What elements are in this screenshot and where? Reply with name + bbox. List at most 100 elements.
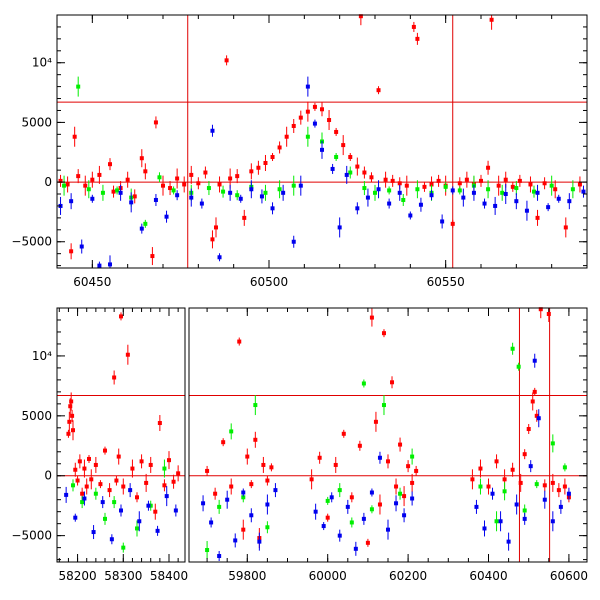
data-point <box>182 182 187 187</box>
data-point <box>221 440 226 445</box>
data-point <box>291 123 296 128</box>
data-point <box>263 190 268 195</box>
data-point <box>229 484 234 489</box>
data-point <box>171 188 176 193</box>
data-point <box>80 491 85 496</box>
data-point <box>157 421 162 426</box>
data-point <box>532 189 536 194</box>
data-point <box>320 147 324 152</box>
data-point <box>457 181 462 186</box>
data-point <box>291 183 296 188</box>
x-tick-label: 60000 <box>309 569 347 583</box>
data-point <box>245 454 250 459</box>
data-point <box>553 187 558 192</box>
data-point <box>73 515 78 520</box>
data-point <box>550 519 555 524</box>
data-point <box>562 484 567 489</box>
data-point <box>253 437 258 442</box>
data-point <box>348 170 353 175</box>
bottom-panel: −5000 0 5000 10⁴ 58200 58300 58400 59800 60000 60… <box>11 307 588 583</box>
data-point <box>334 129 339 134</box>
data-point <box>217 554 222 559</box>
data-point <box>66 431 71 436</box>
data-point <box>532 389 537 394</box>
data-point <box>502 489 507 494</box>
data-point <box>135 495 139 500</box>
data-point <box>153 120 158 125</box>
data-point <box>337 225 342 230</box>
data-point <box>516 364 521 369</box>
data-point <box>261 462 266 467</box>
data-point <box>369 315 374 320</box>
data-point <box>390 380 395 385</box>
data-point <box>76 84 81 89</box>
data-point <box>164 214 169 219</box>
data-point <box>312 121 317 126</box>
data-point <box>121 545 126 550</box>
data-point <box>436 178 441 183</box>
data-point <box>386 459 390 464</box>
bottom-plot-frame <box>56 307 588 563</box>
data-point <box>498 519 503 524</box>
data-point <box>146 503 151 508</box>
data-point <box>558 504 563 509</box>
data-point <box>112 500 117 505</box>
data-point <box>225 497 230 502</box>
data-point <box>542 483 547 488</box>
data-point <box>148 462 153 467</box>
data-point <box>249 482 254 487</box>
data-point <box>69 199 74 204</box>
data-point <box>321 524 326 529</box>
data-point <box>241 495 246 500</box>
data-point <box>143 169 148 174</box>
data-point <box>514 502 519 507</box>
data-point <box>201 501 206 506</box>
data-point <box>373 190 377 195</box>
data-point <box>213 491 218 496</box>
data-point <box>210 128 215 133</box>
data-point <box>369 175 374 180</box>
data-point <box>344 172 349 177</box>
data-point <box>312 104 317 109</box>
data-point <box>457 188 462 193</box>
data-point <box>402 494 407 499</box>
data-point <box>404 183 409 188</box>
data-point <box>228 176 233 181</box>
data-point <box>535 215 540 220</box>
data-point <box>161 183 165 188</box>
axis-break <box>185 307 189 563</box>
data-point <box>309 477 314 482</box>
data-point <box>522 452 527 457</box>
data-point <box>259 194 264 199</box>
data-point <box>313 509 318 514</box>
x-tick-label: 60200 <box>389 569 427 583</box>
data-point <box>410 480 415 485</box>
x-tick-label: 60500 <box>250 275 288 289</box>
data-point <box>162 483 167 488</box>
data-point <box>116 454 121 459</box>
data-point <box>353 546 358 551</box>
data-point <box>167 458 171 463</box>
data-point <box>489 17 494 22</box>
data-point <box>474 504 479 509</box>
data-point <box>530 399 535 404</box>
data-point <box>118 190 123 195</box>
data-point <box>284 134 289 139</box>
data-point <box>325 515 330 520</box>
data-point <box>305 84 310 89</box>
x-tick-label: 58400 <box>150 569 188 583</box>
data-point <box>503 177 508 182</box>
data-point <box>337 488 342 493</box>
data-point <box>206 186 211 191</box>
data-point <box>415 36 420 41</box>
data-point <box>135 526 139 531</box>
data-point <box>550 480 555 485</box>
data-point <box>67 419 72 424</box>
data-point <box>410 454 415 459</box>
data-point <box>83 183 88 188</box>
data-point <box>369 490 374 495</box>
data-point <box>107 488 112 493</box>
y-tick-label: 0 <box>44 469 52 483</box>
data-point <box>517 178 522 183</box>
data-point <box>100 500 105 505</box>
